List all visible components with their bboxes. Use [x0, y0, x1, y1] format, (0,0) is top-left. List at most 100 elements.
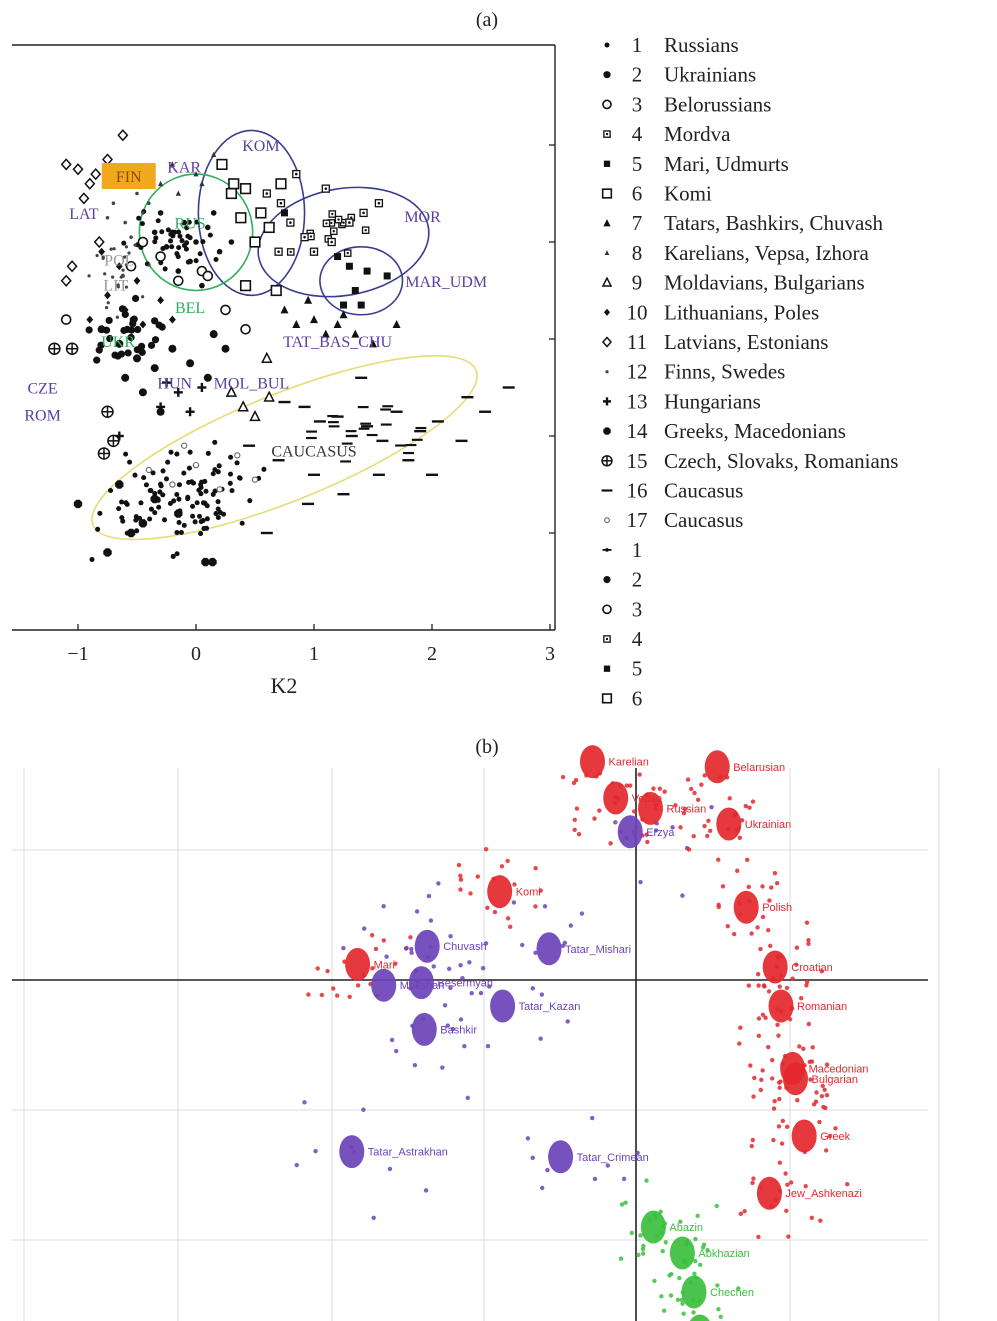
legend-item: 8 Karelians, Vepsa, Izhora [604, 241, 870, 265]
sample-point [440, 1065, 445, 1070]
legend-marker [603, 219, 611, 227]
sample-point [576, 831, 582, 837]
legend-number: 8 [632, 241, 643, 265]
data-point-mari-udmurts [357, 301, 365, 309]
legend-number: 15 [627, 449, 648, 473]
data-point [200, 239, 206, 245]
centroid-romanian [768, 989, 794, 1023]
data-point [181, 522, 187, 528]
sample-point [680, 893, 685, 898]
centroid-vepsa [603, 781, 629, 815]
sample-point [689, 786, 694, 792]
sample-point [572, 817, 577, 822]
sample-point [817, 1119, 822, 1125]
sample-point [637, 772, 642, 777]
data-point [93, 356, 101, 364]
data-point [121, 268, 125, 272]
sample-point [749, 931, 754, 936]
data-point [234, 460, 240, 466]
data-point [132, 472, 138, 478]
sample-point [772, 1098, 777, 1104]
sample-point [412, 1063, 418, 1068]
annotation-caucasus: CAUCASUS [271, 444, 356, 461]
sample-point [814, 1090, 819, 1095]
sample-point [735, 868, 740, 873]
data-point [127, 251, 131, 255]
legend-item: 6 Komi [601, 182, 712, 206]
data-point-russians [210, 210, 217, 216]
sample-point [772, 871, 778, 876]
sample-point [804, 983, 809, 988]
centroid-belarusian [704, 750, 730, 784]
panel-a-scatter-chart: (a) KOM KAR FIN LAT RUS MOR POL MAR_UDM LIT BEL TA… [12, 9, 898, 710]
annotation-lit: LIT [103, 278, 128, 295]
annotation-kom: KOM [242, 138, 279, 155]
centroid-mari [345, 947, 371, 981]
centroid-label-tatar-mishari: Tatar_Mishari [565, 944, 631, 956]
data-point-belorussians [137, 236, 149, 248]
legend-item: 16 Caucasus [601, 479, 743, 503]
centroid-label-croatian: Croatian [791, 962, 833, 974]
sample-point [702, 773, 707, 778]
sample-point [750, 1137, 755, 1143]
data-point [132, 294, 140, 303]
data-point-russians [187, 258, 193, 265]
sample-point [480, 965, 486, 971]
data-point-latvians-estonians [90, 167, 102, 181]
sample-point [820, 1083, 825, 1089]
centroid-label-abkhazian: Abkhazian [698, 1248, 749, 1260]
sample-point [669, 1271, 674, 1277]
legend-label: Lithuanians, Poles [664, 300, 819, 324]
sample-point [780, 1118, 785, 1124]
data-point-latvians-estonians [93, 235, 105, 249]
data-point-moldavians-bulgarians [237, 400, 249, 412]
legend-marker [601, 489, 613, 492]
sample-point [347, 994, 352, 999]
data-point-mordva [345, 218, 354, 227]
sample-point [788, 1180, 794, 1185]
data-point-komi [216, 158, 228, 171]
data-point [148, 488, 154, 494]
data-point [174, 530, 180, 536]
data-point-mordva [262, 189, 271, 198]
data-point-caucasus [372, 473, 385, 476]
legend-item: 2 Ukrainians [603, 63, 756, 87]
data-point [328, 210, 337, 218]
data-point [202, 478, 208, 484]
data-point-tatars-bashkirs-chuvash [333, 319, 342, 328]
data-point [190, 480, 197, 486]
data-point [121, 310, 129, 319]
sample-point [636, 1252, 641, 1258]
legend-number: 1 [632, 538, 643, 562]
sample-point [644, 1178, 649, 1183]
data-point-finns-swedes [135, 191, 139, 196]
data-point [124, 245, 129, 249]
centroid-label-romanian: Romanian [797, 1001, 847, 1013]
data-point-hungarians [156, 402, 166, 412]
data-point-czech-slovaks-romanians [48, 342, 61, 355]
data-point-komi [228, 178, 240, 190]
data-point-tatars-bashkirs-chuvash [351, 329, 360, 338]
data-point [194, 219, 200, 225]
sample-point [701, 1242, 707, 1247]
annotation-hun: HUN [157, 376, 192, 393]
legend-number: 2 [632, 63, 643, 87]
data-point [89, 556, 95, 562]
data-point [185, 233, 191, 239]
sample-point [467, 960, 472, 965]
sample-point [373, 946, 379, 952]
legend-number: 3 [632, 597, 643, 621]
data-point [123, 451, 129, 457]
sample-point [756, 1033, 762, 1039]
annotation-bel: BEL [175, 300, 205, 317]
data-point [134, 325, 142, 334]
legend-marker [604, 42, 610, 48]
sample-point [475, 874, 481, 879]
data-point-caucasus [414, 429, 427, 433]
legend-item: 4 [603, 627, 643, 651]
sample-point [638, 879, 643, 885]
data-point [169, 244, 175, 250]
data-point-czech-slovaks-romanians [101, 405, 114, 418]
legend-marker [603, 665, 611, 672]
sample-point [760, 1068, 765, 1073]
